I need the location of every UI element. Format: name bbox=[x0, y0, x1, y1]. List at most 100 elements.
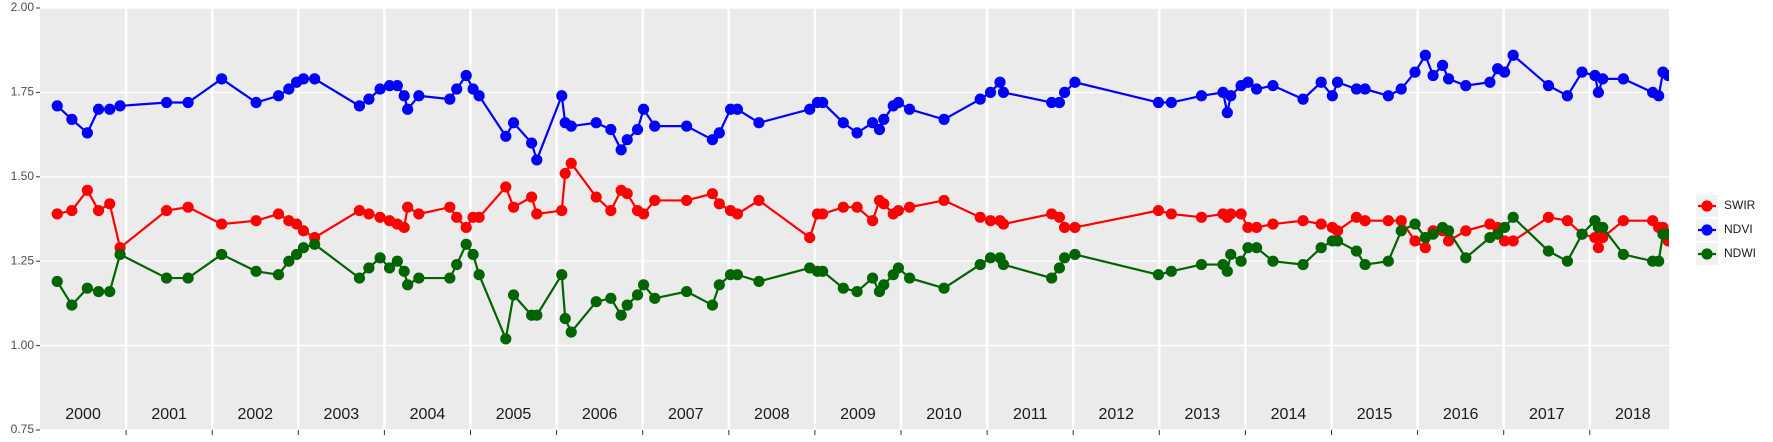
data-point bbox=[817, 265, 829, 277]
year-label: 2018 bbox=[1615, 406, 1651, 423]
data-point bbox=[984, 215, 997, 227]
data-point bbox=[444, 201, 456, 213]
data-point bbox=[713, 127, 725, 139]
y-tick-label: 2.00 bbox=[11, 0, 35, 14]
data-point bbox=[1152, 96, 1165, 109]
year-label: 2005 bbox=[496, 406, 532, 423]
data-point bbox=[1409, 218, 1421, 230]
data-point bbox=[413, 208, 425, 220]
data-point bbox=[615, 309, 627, 321]
y-tick-label: 1.75 bbox=[11, 85, 35, 99]
data-point bbox=[1225, 248, 1237, 261]
data-point bbox=[1221, 107, 1233, 119]
data-point bbox=[383, 262, 396, 274]
data-point bbox=[892, 262, 905, 274]
data-point bbox=[309, 73, 321, 85]
data-point bbox=[681, 285, 693, 298]
data-point bbox=[1662, 228, 1669, 240]
data-point bbox=[374, 252, 386, 264]
data-point bbox=[1597, 231, 1609, 244]
data-point bbox=[1053, 96, 1066, 109]
data-point bbox=[531, 309, 543, 321]
data-point bbox=[51, 208, 63, 220]
data-point bbox=[1436, 59, 1449, 71]
data-point bbox=[621, 299, 633, 311]
data-point bbox=[1058, 221, 1071, 234]
data-point bbox=[1419, 242, 1431, 254]
year-label: 2001 bbox=[151, 406, 187, 423]
data-point bbox=[1492, 228, 1504, 240]
data-point bbox=[1460, 225, 1472, 237]
data-point bbox=[681, 120, 693, 132]
year-label: 2004 bbox=[410, 406, 446, 423]
data-point bbox=[283, 83, 295, 95]
data-point bbox=[363, 93, 375, 105]
year-label: 2015 bbox=[1357, 406, 1393, 423]
data-point bbox=[81, 184, 93, 196]
data-point bbox=[892, 204, 905, 217]
legend-label: NDWI bbox=[1724, 246, 1756, 260]
data-point bbox=[1165, 265, 1177, 277]
data-point bbox=[590, 191, 602, 203]
data-point bbox=[649, 120, 661, 132]
data-point bbox=[272, 269, 285, 281]
data-point bbox=[851, 285, 863, 298]
data-point bbox=[1069, 248, 1081, 261]
data-point bbox=[631, 289, 644, 301]
legend-point bbox=[1701, 200, 1713, 212]
data-point bbox=[391, 255, 403, 267]
data-point bbox=[1653, 90, 1665, 102]
legend-point bbox=[1701, 224, 1713, 236]
data-point bbox=[1350, 245, 1363, 257]
data-point bbox=[1297, 93, 1309, 105]
data-point bbox=[984, 252, 997, 264]
data-point bbox=[531, 208, 543, 220]
data-point bbox=[272, 90, 285, 102]
data-point bbox=[1152, 204, 1165, 217]
data-point bbox=[1331, 235, 1344, 247]
data-point bbox=[353, 100, 366, 112]
data-point bbox=[1592, 86, 1604, 98]
data-point bbox=[1242, 76, 1254, 88]
data-point bbox=[878, 279, 890, 291]
data-point bbox=[621, 188, 633, 200]
data-point bbox=[374, 83, 386, 95]
data-point bbox=[565, 120, 577, 132]
data-point bbox=[817, 96, 829, 109]
data-point bbox=[590, 296, 602, 308]
data-point bbox=[460, 238, 472, 250]
data-point bbox=[460, 221, 472, 234]
data-point bbox=[1195, 211, 1208, 223]
data-point bbox=[1225, 208, 1237, 220]
year-label: 2008 bbox=[754, 406, 790, 423]
data-point bbox=[837, 117, 849, 129]
data-point bbox=[753, 117, 765, 129]
data-point bbox=[1069, 221, 1081, 234]
data-point bbox=[66, 299, 78, 311]
data-point bbox=[1297, 215, 1309, 227]
year-label: 2007 bbox=[668, 406, 704, 423]
year-label: 2012 bbox=[1098, 406, 1134, 423]
data-point bbox=[938, 194, 950, 207]
data-point bbox=[160, 204, 173, 217]
data-point bbox=[1350, 83, 1363, 95]
year-label: 2016 bbox=[1443, 406, 1479, 423]
data-point bbox=[706, 299, 719, 311]
year-label: 2010 bbox=[926, 406, 962, 423]
year-label: 2000 bbox=[65, 406, 101, 423]
data-point bbox=[250, 265, 262, 277]
data-point bbox=[1427, 69, 1439, 82]
data-point bbox=[866, 272, 879, 284]
data-point bbox=[1242, 242, 1254, 254]
data-point bbox=[413, 272, 425, 284]
data-point bbox=[398, 90, 410, 102]
data-point bbox=[1195, 258, 1208, 271]
data-point bbox=[1542, 80, 1555, 92]
data-point bbox=[182, 96, 194, 109]
data-point bbox=[1350, 211, 1363, 223]
data-point bbox=[559, 312, 571, 325]
data-point bbox=[1542, 211, 1555, 223]
data-point bbox=[391, 80, 403, 92]
